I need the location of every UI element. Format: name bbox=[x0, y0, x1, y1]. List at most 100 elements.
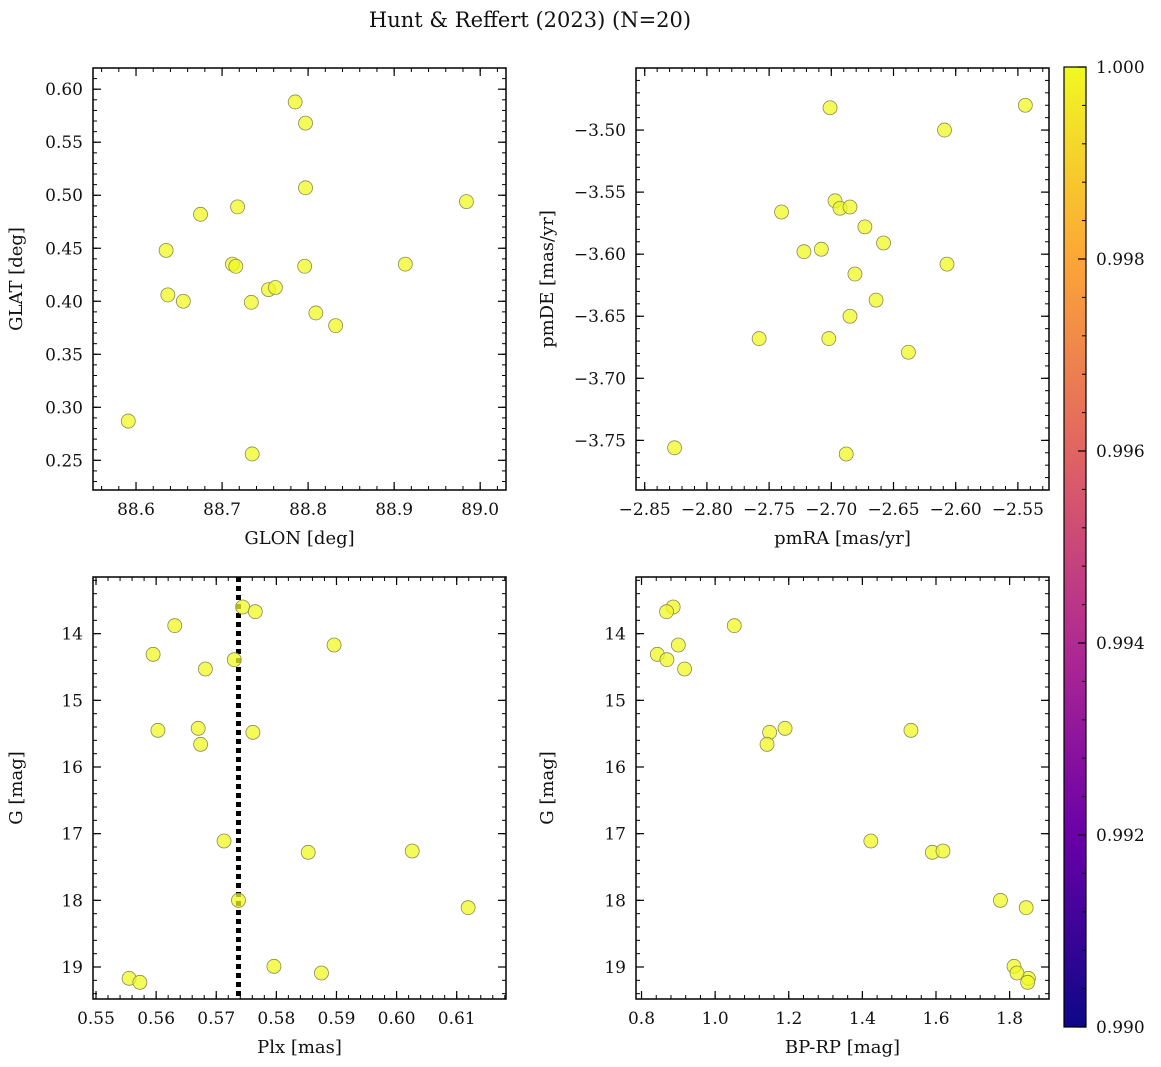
x-tick-label: 88.6 bbox=[117, 500, 155, 520]
major-ticks bbox=[93, 577, 506, 999]
y-tick-label: 14 bbox=[604, 625, 626, 645]
data-point bbox=[245, 724, 261, 740]
y-tick-label: −3.65 bbox=[574, 307, 626, 327]
data-point bbox=[813, 241, 829, 257]
data-point bbox=[1020, 974, 1036, 990]
data-points bbox=[121, 599, 476, 990]
y-tick-label: −3.60 bbox=[574, 245, 626, 265]
y-tick-label: −3.50 bbox=[574, 121, 626, 141]
data-point bbox=[308, 305, 324, 321]
x-tick-label: −2.55 bbox=[992, 500, 1044, 520]
data-point bbox=[226, 652, 242, 668]
data-point bbox=[777, 720, 793, 736]
data-point bbox=[670, 637, 686, 653]
axes-frame bbox=[635, 67, 1050, 491]
colorbar-gradient bbox=[1063, 66, 1087, 1028]
data-point bbox=[842, 199, 858, 215]
data-point bbox=[216, 833, 232, 849]
data-points bbox=[649, 599, 1036, 990]
data-point bbox=[667, 440, 682, 456]
data-point bbox=[235, 599, 251, 615]
data-point bbox=[935, 843, 951, 859]
colorbar-tick-label: 0.990 bbox=[1096, 1018, 1145, 1038]
data-point bbox=[243, 294, 259, 310]
y-tick-label: 0.30 bbox=[45, 398, 83, 418]
y-tick-label: 19 bbox=[604, 958, 626, 978]
data-point bbox=[145, 646, 161, 662]
x-tick-label: 1.6 bbox=[922, 1009, 949, 1029]
data-point bbox=[397, 256, 413, 272]
colorbar-tick-label: 0.996 bbox=[1096, 442, 1145, 462]
axes-frame bbox=[92, 576, 507, 1000]
y-tick-label: 18 bbox=[61, 891, 83, 911]
x-tick-label: −2.70 bbox=[805, 500, 857, 520]
data-point bbox=[298, 180, 313, 196]
data-point bbox=[939, 256, 955, 272]
minor-ticks bbox=[93, 577, 506, 999]
x-tick-label: −2.85 bbox=[619, 500, 671, 520]
data-point bbox=[993, 892, 1008, 908]
data-point bbox=[1018, 900, 1034, 916]
data-point bbox=[247, 604, 263, 620]
axes-frame bbox=[635, 576, 1050, 1000]
data-point bbox=[847, 266, 863, 282]
x-axis-label: GLON [deg] bbox=[244, 528, 354, 549]
y-tick-label: 0.55 bbox=[45, 133, 83, 153]
data-point bbox=[300, 844, 316, 860]
data-point bbox=[460, 900, 476, 916]
y-tick-label: 16 bbox=[604, 758, 626, 778]
x-tick-label: 1.2 bbox=[775, 1009, 802, 1029]
data-point bbox=[751, 331, 767, 346]
data-point bbox=[328, 318, 344, 334]
colorbar-tick-label: 1.000 bbox=[1096, 58, 1145, 78]
data-point bbox=[150, 722, 166, 738]
x-axis-label: Plx [mas] bbox=[257, 1037, 342, 1058]
y-tick-label: 19 bbox=[61, 958, 83, 978]
data-point bbox=[659, 604, 674, 620]
y-tick-label: 0.40 bbox=[45, 292, 83, 312]
data-point bbox=[193, 736, 209, 752]
data-point bbox=[838, 446, 854, 462]
data-point bbox=[876, 235, 891, 251]
data-point bbox=[160, 287, 176, 303]
x-axis-label: pmRA [mas/yr] bbox=[774, 528, 911, 549]
y-tick-label: 17 bbox=[61, 825, 83, 845]
x-axis-label: BP-RP [mag] bbox=[785, 1037, 900, 1058]
data-point bbox=[822, 100, 838, 116]
y-tick-label: 0.35 bbox=[45, 345, 83, 365]
data-point bbox=[298, 115, 313, 131]
data-point bbox=[231, 892, 246, 908]
x-tick-label: 1.0 bbox=[702, 1009, 729, 1029]
data-point bbox=[726, 618, 742, 634]
y-tick-label: 0.45 bbox=[45, 239, 83, 259]
data-point bbox=[326, 637, 342, 653]
y-tick-label: 16 bbox=[61, 758, 83, 778]
x-tick-label: −2.80 bbox=[681, 500, 733, 520]
x-tick-label: 0.57 bbox=[197, 1009, 235, 1029]
x-tick-label: −2.60 bbox=[930, 500, 982, 520]
y-tick-label: 0.60 bbox=[45, 80, 83, 100]
minor-ticks bbox=[636, 67, 1049, 491]
data-point bbox=[167, 618, 183, 634]
scatter-panel-1: 88.6 88.7 88.8 88.9 89.0 0.25 0.30 0.35 0.40 0.45… bbox=[6, 67, 507, 549]
data-point bbox=[459, 194, 474, 209]
data-point bbox=[903, 722, 919, 738]
y-axis-label: pmDE [mas/yr] bbox=[537, 210, 558, 348]
colorbar-tick-label: 0.992 bbox=[1096, 826, 1145, 846]
data-point bbox=[677, 661, 692, 677]
data-point bbox=[762, 724, 778, 740]
y-tick-label: −3.75 bbox=[574, 431, 626, 451]
x-tick-label: −2.65 bbox=[867, 500, 919, 520]
colorbar: 0.990 0.992 0.994 0.996 0.998 1.000 bbox=[1063, 58, 1145, 1038]
y-tick-label: 15 bbox=[61, 691, 83, 711]
data-point bbox=[937, 122, 952, 138]
major-ticks bbox=[636, 577, 1049, 999]
y-tick-label: 0.25 bbox=[45, 451, 83, 471]
y-axis-label: G [mag] bbox=[6, 751, 27, 824]
x-tick-label: 88.7 bbox=[203, 500, 241, 520]
x-tick-label: 89.0 bbox=[461, 500, 499, 520]
data-point bbox=[158, 242, 174, 258]
data-points bbox=[120, 94, 474, 462]
data-point bbox=[759, 736, 775, 752]
